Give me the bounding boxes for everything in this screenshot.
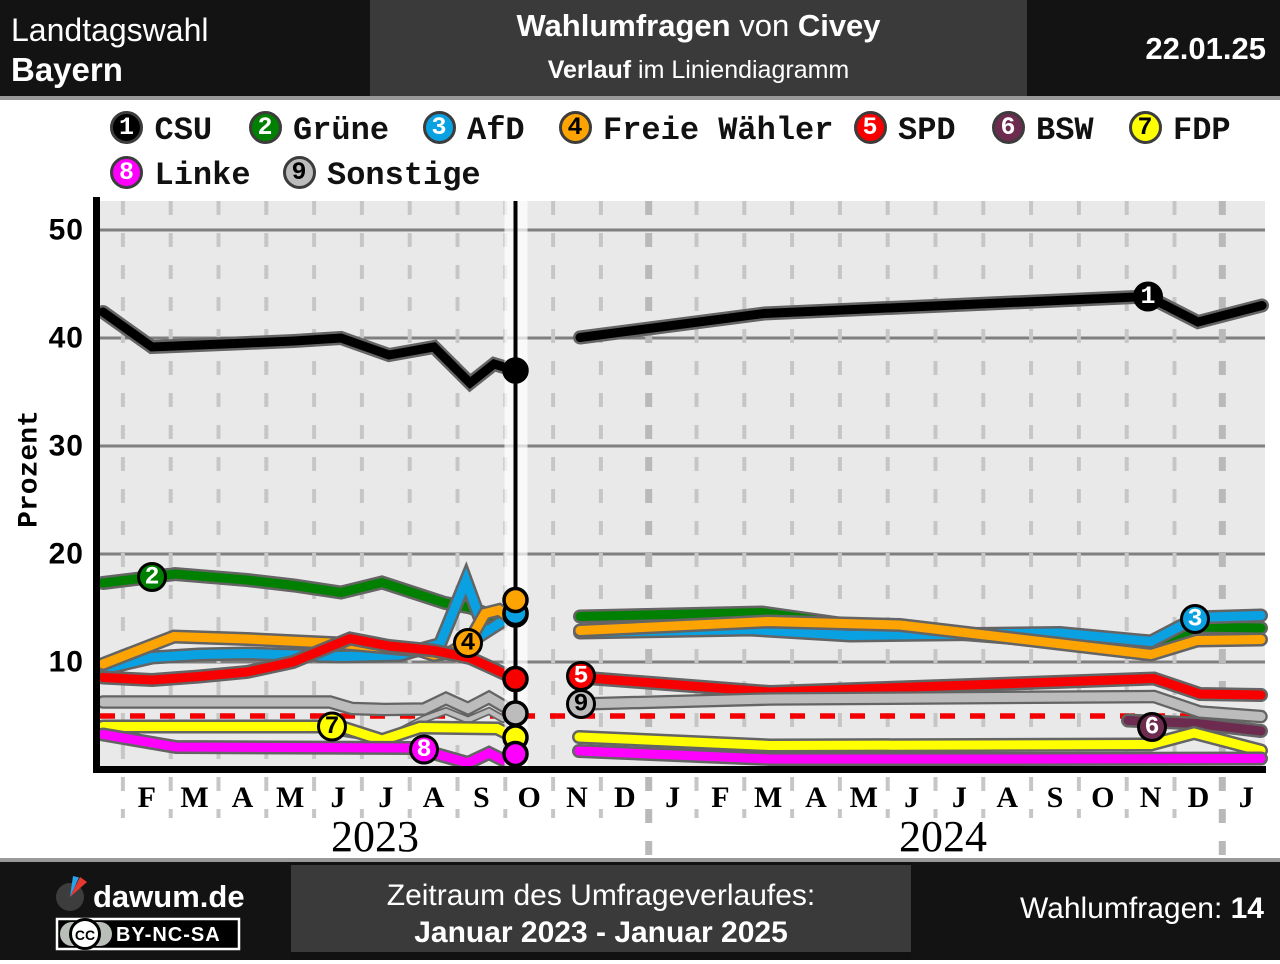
svg-text:S: S	[1047, 781, 1064, 814]
svg-text:3: 3	[1187, 605, 1202, 634]
svg-text:8: 8	[416, 735, 431, 764]
svg-text:D: D	[614, 781, 636, 814]
svg-text:CC: CC	[75, 927, 95, 943]
svg-text:S: S	[473, 781, 490, 814]
svg-text:M: M	[180, 781, 208, 814]
svg-text:J: J	[952, 781, 967, 814]
svg-text:J: J	[1239, 781, 1254, 814]
svg-text:A: A	[232, 781, 254, 814]
svg-text:O: O	[518, 781, 541, 814]
svg-text:N: N	[566, 781, 588, 814]
svg-text:9: 9	[573, 690, 588, 719]
svg-text:M: M	[276, 781, 304, 814]
svg-text:M: M	[850, 781, 878, 814]
svg-text:30: 30	[49, 430, 84, 463]
svg-text:5: 5	[573, 662, 588, 691]
svg-text:2024: 2024	[899, 812, 987, 861]
svg-text:1: 1	[1140, 282, 1155, 311]
svg-text:40: 40	[49, 322, 84, 355]
svg-text:6: 6	[1144, 713, 1159, 742]
svg-text:Prozent: Prozent	[15, 410, 46, 528]
svg-text:A: A	[805, 781, 827, 814]
svg-text:O: O	[1091, 781, 1114, 814]
svg-text:2: 2	[144, 563, 159, 592]
svg-text:50: 50	[49, 214, 84, 247]
svg-text:F: F	[711, 781, 729, 814]
svg-text:F: F	[138, 781, 156, 814]
svg-text:J: J	[331, 781, 346, 814]
svg-text:7: 7	[324, 712, 339, 741]
svg-text:2023: 2023	[331, 812, 419, 861]
svg-text:dawum.de: dawum.de	[93, 879, 245, 914]
svg-text:A: A	[423, 781, 445, 814]
svg-text:M: M	[754, 781, 782, 814]
svg-text:10: 10	[49, 646, 84, 679]
svg-text:J: J	[665, 781, 680, 814]
svg-text:BY-NC-SA: BY-NC-SA	[116, 924, 221, 946]
svg-text:4: 4	[460, 629, 475, 658]
svg-text:A: A	[996, 781, 1018, 814]
svg-text:D: D	[1188, 781, 1210, 814]
svg-text:J: J	[904, 781, 919, 814]
svg-text:20: 20	[49, 538, 84, 571]
svg-text:J: J	[378, 781, 393, 814]
svg-text:N: N	[1140, 781, 1162, 814]
